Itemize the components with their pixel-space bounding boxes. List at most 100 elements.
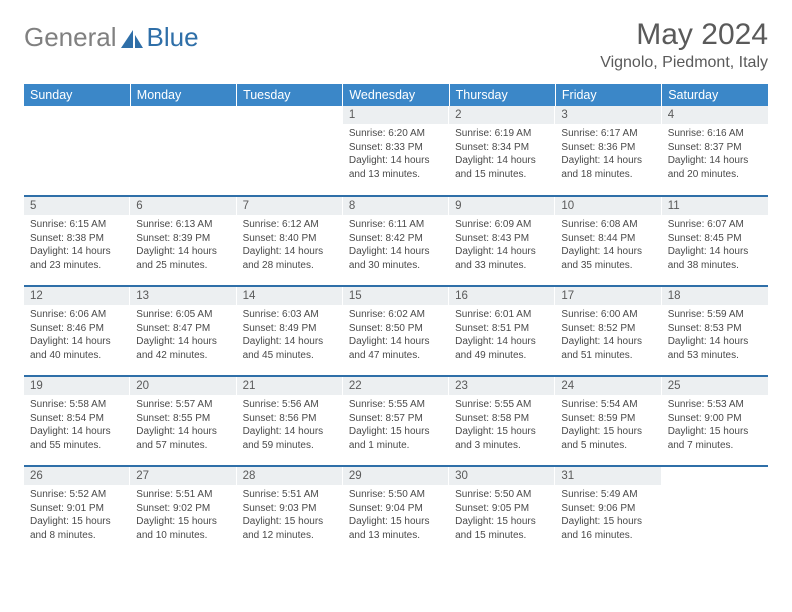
day-body: Sunrise: 6:17 AMSunset: 8:36 PMDaylight:… xyxy=(555,124,661,185)
day-info-line: Sunrise: 6:16 AM xyxy=(668,127,762,141)
day-body: Sunrise: 6:13 AMSunset: 8:39 PMDaylight:… xyxy=(130,215,236,276)
calendar-day-cell: 22Sunrise: 5:55 AMSunset: 8:57 PMDayligh… xyxy=(343,376,449,466)
day-info-line: Sunset: 9:05 PM xyxy=(455,502,549,516)
day-info-line: and 55 minutes. xyxy=(30,439,124,453)
day-info-line: Sunrise: 5:59 AM xyxy=(668,308,762,322)
calendar-day-cell: 19Sunrise: 5:58 AMSunset: 8:54 PMDayligh… xyxy=(24,376,130,466)
day-body: Sunrise: 6:19 AMSunset: 8:34 PMDaylight:… xyxy=(449,124,555,185)
day-info-line: Sunset: 9:04 PM xyxy=(349,502,443,516)
day-number: 28 xyxy=(237,467,343,485)
day-info-line: Daylight: 15 hours xyxy=(349,425,443,439)
day-info-line: and 35 minutes. xyxy=(561,259,655,273)
day-info-line: Sunset: 8:59 PM xyxy=(561,412,655,426)
day-info-line: Daylight: 14 hours xyxy=(349,154,443,168)
day-number xyxy=(24,106,130,124)
day-info-line: Daylight: 14 hours xyxy=(455,245,549,259)
day-info-line: Sunrise: 6:03 AM xyxy=(243,308,337,322)
day-info-line: Sunset: 8:37 PM xyxy=(668,141,762,155)
calendar-day-cell: 6Sunrise: 6:13 AMSunset: 8:39 PMDaylight… xyxy=(130,196,236,286)
calendar-day-cell: 1Sunrise: 6:20 AMSunset: 8:33 PMDaylight… xyxy=(343,106,449,196)
calendar-day-cell: 13Sunrise: 6:05 AMSunset: 8:47 PMDayligh… xyxy=(130,286,236,376)
calendar-day-cell: 24Sunrise: 5:54 AMSunset: 8:59 PMDayligh… xyxy=(555,376,661,466)
day-info-line: Daylight: 15 hours xyxy=(30,515,124,529)
day-info-line: Sunset: 9:02 PM xyxy=(136,502,230,516)
day-number: 8 xyxy=(343,197,449,215)
calendar-week-row: 26Sunrise: 5:52 AMSunset: 9:01 PMDayligh… xyxy=(24,466,768,556)
weekday-header-cell: Saturday xyxy=(662,84,768,106)
day-info-line: and 33 minutes. xyxy=(455,259,549,273)
day-body: Sunrise: 6:01 AMSunset: 8:51 PMDaylight:… xyxy=(449,305,555,366)
calendar-day-cell xyxy=(130,106,236,196)
weekday-header-cell: Wednesday xyxy=(343,84,449,106)
day-number: 24 xyxy=(555,377,661,395)
day-body: Sunrise: 5:56 AMSunset: 8:56 PMDaylight:… xyxy=(237,395,343,456)
calendar-week-row: 5Sunrise: 6:15 AMSunset: 8:38 PMDaylight… xyxy=(24,196,768,286)
day-body xyxy=(662,485,768,545)
day-info-line: and 20 minutes. xyxy=(668,168,762,182)
day-info-line: Sunset: 8:57 PM xyxy=(349,412,443,426)
calendar-week-row: 12 Sunrise: 6:06 AMSunset: 8:46 PM Dayligh… xyxy=(24,286,768,376)
day-info-line: Sunrise: 6:13 AM xyxy=(136,218,230,232)
day-info-line: and 13 minutes. xyxy=(349,168,443,182)
day-info-line: Sunset: 8:34 PM xyxy=(455,141,549,155)
calendar-day-cell: 29Sunrise: 5:50 AMSunset: 9:04 PMDayligh… xyxy=(343,466,449,556)
day-number: 16 xyxy=(449,287,555,305)
day-body: Sunrise: 5:55 AMSunset: 8:58 PMDaylight:… xyxy=(449,395,555,456)
day-info-line: and 23 minutes. xyxy=(30,259,124,273)
calendar-day-cell: 25Sunrise: 5:53 AMSunset: 9:00 PMDayligh… xyxy=(662,376,768,466)
day-number xyxy=(130,106,236,124)
calendar-week-row: 1Sunrise: 6:20 AMSunset: 8:33 PMDaylight… xyxy=(24,106,768,196)
calendar-day-cell: 5Sunrise: 6:15 AMSunset: 8:38 PMDaylight… xyxy=(24,196,130,286)
sail-icon xyxy=(119,22,145,53)
day-number: 15 xyxy=(343,287,449,305)
day-number: 12 xyxy=(24,287,130,305)
day-info-line: Daylight: 14 hours xyxy=(561,154,655,168)
calendar-day-cell: 12Sunrise: 6:06 AMSunset: 8:46 PMDayligh… xyxy=(24,286,130,376)
calendar-day-cell xyxy=(24,106,130,196)
day-info-line: and 45 minutes. xyxy=(243,349,337,363)
day-body: Sunrise: 5:52 AMSunset: 9:01 PMDaylight:… xyxy=(24,485,130,546)
day-info-line: and 57 minutes. xyxy=(136,439,230,453)
day-info-line: Sunrise: 6:01 AM xyxy=(455,308,549,322)
day-body: Sunrise: 6:07 AMSunset: 8:45 PMDaylight:… xyxy=(662,215,768,276)
day-info-line: Sunrise: 6:05 AM xyxy=(136,308,230,322)
calendar-day-cell: 31Sunrise: 5:49 AMSunset: 9:06 PMDayligh… xyxy=(555,466,661,556)
day-info-line: Sunrise: 6:02 AM xyxy=(349,308,443,322)
day-info-line: Sunset: 8:56 PM xyxy=(243,412,337,426)
day-info-line: and 53 minutes. xyxy=(668,349,762,363)
day-info-line: Sunrise: 5:54 AM xyxy=(561,398,655,412)
brand-text-blue: Blue xyxy=(147,22,199,53)
day-info-line: Sunrise: 6:00 AM xyxy=(561,308,655,322)
calendar-day-cell: 10Sunrise: 6:08 AMSunset: 8:44 PMDayligh… xyxy=(555,196,661,286)
day-info-line: and 18 minutes. xyxy=(561,168,655,182)
day-info-line: Sunrise: 6:08 AM xyxy=(561,218,655,232)
day-info-line: Daylight: 15 hours xyxy=(455,515,549,529)
day-info-line: Sunrise: 6:17 AM xyxy=(561,127,655,141)
location-text: Vignolo, Piedmont, Italy xyxy=(600,54,768,72)
calendar-day-cell: 30Sunrise: 5:50 AMSunset: 9:05 PMDayligh… xyxy=(449,466,555,556)
calendar-day-cell: 8Sunrise: 6:11 AMSunset: 8:42 PMDaylight… xyxy=(343,196,449,286)
day-info-line: Daylight: 14 hours xyxy=(668,335,762,349)
calendar-day-cell: 28Sunrise: 5:51 AMSunset: 9:03 PMDayligh… xyxy=(237,466,343,556)
day-info-line: Daylight: 14 hours xyxy=(243,245,337,259)
day-body: Sunrise: 5:55 AMSunset: 8:57 PMDaylight:… xyxy=(343,395,449,456)
day-info-line: Sunrise: 5:50 AM xyxy=(455,488,549,502)
day-info-line: and 8 minutes. xyxy=(30,529,124,543)
day-info-line: Sunrise: 6:07 AM xyxy=(668,218,762,232)
day-info-line: Sunset: 8:40 PM xyxy=(243,232,337,246)
day-number: 21 xyxy=(237,377,343,395)
day-body: Sunrise: 5:50 AMSunset: 9:05 PMDaylight:… xyxy=(449,485,555,546)
day-info-line: Sunrise: 6:06 AM xyxy=(30,308,124,322)
calendar-day-cell: 16Sunrise: 6:01 AMSunset: 8:51 PMDayligh… xyxy=(449,286,555,376)
day-info-line: Sunset: 9:00 PM xyxy=(668,412,762,426)
day-number: 11 xyxy=(662,197,768,215)
day-info-line: Sunset: 8:46 PM xyxy=(30,322,124,336)
day-number: 2 xyxy=(449,106,555,124)
calendar-day-cell: 20Sunrise: 5:57 AMSunset: 8:55 PMDayligh… xyxy=(130,376,236,466)
day-body: Sunrise: 6:12 AMSunset: 8:40 PMDaylight:… xyxy=(237,215,343,276)
day-info-line: and 28 minutes. xyxy=(243,259,337,273)
calendar-weekday-header: SundayMondayTuesdayWednesdayThursdayFrid… xyxy=(24,84,768,106)
day-info-line: Daylight: 15 hours xyxy=(136,515,230,529)
day-info-line: Daylight: 15 hours xyxy=(349,515,443,529)
day-info-line: and 42 minutes. xyxy=(136,349,230,363)
